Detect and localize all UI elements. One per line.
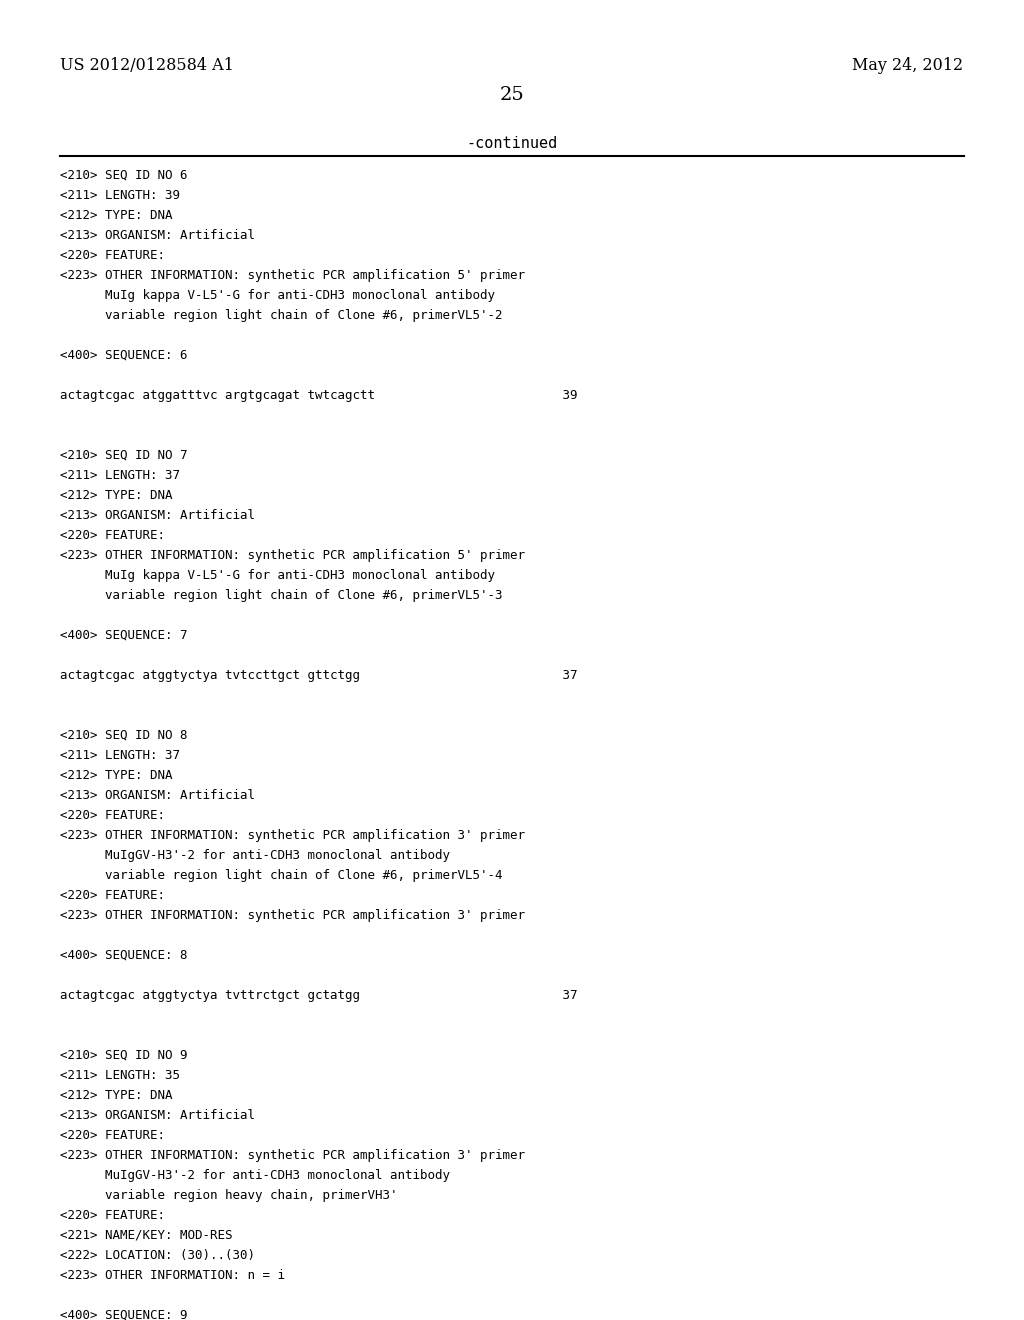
- Text: <213> ORGANISM: Artificial: <213> ORGANISM: Artificial: [60, 228, 255, 242]
- Text: <210> SEQ ID NO 6: <210> SEQ ID NO 6: [60, 169, 188, 182]
- Text: <222> LOCATION: (30)..(30): <222> LOCATION: (30)..(30): [60, 1249, 255, 1262]
- Text: <223> OTHER INFORMATION: n = i: <223> OTHER INFORMATION: n = i: [60, 1269, 286, 1282]
- Text: <211> LENGTH: 39: <211> LENGTH: 39: [60, 189, 180, 202]
- Text: <220> FEATURE:: <220> FEATURE:: [60, 529, 166, 543]
- Text: <223> OTHER INFORMATION: synthetic PCR amplification 3' primer: <223> OTHER INFORMATION: synthetic PCR a…: [60, 909, 525, 921]
- Text: <213> ORGANISM: Artificial: <213> ORGANISM: Artificial: [60, 789, 255, 801]
- Text: MuIg kappa V-L5'-G for anti-CDH3 monoclonal antibody: MuIg kappa V-L5'-G for anti-CDH3 monoclo…: [60, 289, 496, 302]
- Text: <220> FEATURE:: <220> FEATURE:: [60, 888, 166, 902]
- Text: variable region light chain of Clone #6, primerVL5'-2: variable region light chain of Clone #6,…: [60, 309, 503, 322]
- Text: <210> SEQ ID NO 9: <210> SEQ ID NO 9: [60, 1049, 188, 1061]
- Text: <223> OTHER INFORMATION: synthetic PCR amplification 3' primer: <223> OTHER INFORMATION: synthetic PCR a…: [60, 829, 525, 842]
- Text: <400> SEQUENCE: 9: <400> SEQUENCE: 9: [60, 1309, 188, 1320]
- Text: <223> OTHER INFORMATION: synthetic PCR amplification 3' primer: <223> OTHER INFORMATION: synthetic PCR a…: [60, 1148, 525, 1162]
- Text: <220> FEATURE:: <220> FEATURE:: [60, 1129, 166, 1142]
- Text: MuIg kappa V-L5'-G for anti-CDH3 monoclonal antibody: MuIg kappa V-L5'-G for anti-CDH3 monoclo…: [60, 569, 496, 582]
- Text: May 24, 2012: May 24, 2012: [852, 57, 964, 74]
- Text: <400> SEQUENCE: 6: <400> SEQUENCE: 6: [60, 348, 188, 362]
- Text: <213> ORGANISM: Artificial: <213> ORGANISM: Artificial: [60, 1109, 255, 1122]
- Text: <212> TYPE: DNA: <212> TYPE: DNA: [60, 1089, 173, 1102]
- Text: 25: 25: [500, 86, 524, 104]
- Text: <400> SEQUENCE: 8: <400> SEQUENCE: 8: [60, 949, 188, 962]
- Text: <212> TYPE: DNA: <212> TYPE: DNA: [60, 209, 173, 222]
- Text: variable region heavy chain, primerVH3': variable region heavy chain, primerVH3': [60, 1189, 398, 1201]
- Text: <212> TYPE: DNA: <212> TYPE: DNA: [60, 488, 173, 502]
- Text: <223> OTHER INFORMATION: synthetic PCR amplification 5' primer: <223> OTHER INFORMATION: synthetic PCR a…: [60, 269, 525, 282]
- Text: MuIgGV-H3'-2 for anti-CDH3 monoclonal antibody: MuIgGV-H3'-2 for anti-CDH3 monoclonal an…: [60, 1170, 451, 1181]
- Text: <211> LENGTH: 37: <211> LENGTH: 37: [60, 469, 180, 482]
- Text: variable region light chain of Clone #6, primerVL5'-3: variable region light chain of Clone #6,…: [60, 589, 503, 602]
- Text: MuIgGV-H3'-2 for anti-CDH3 monoclonal antibody: MuIgGV-H3'-2 for anti-CDH3 monoclonal an…: [60, 849, 451, 862]
- Text: <221> NAME/KEY: MOD-RES: <221> NAME/KEY: MOD-RES: [60, 1229, 232, 1242]
- Text: <220> FEATURE:: <220> FEATURE:: [60, 249, 166, 261]
- Text: <211> LENGTH: 35: <211> LENGTH: 35: [60, 1069, 180, 1082]
- Text: -continued: -continued: [466, 136, 558, 150]
- Text: <220> FEATURE:: <220> FEATURE:: [60, 809, 166, 822]
- Text: <223> OTHER INFORMATION: synthetic PCR amplification 5' primer: <223> OTHER INFORMATION: synthetic PCR a…: [60, 549, 525, 562]
- Text: <210> SEQ ID NO 7: <210> SEQ ID NO 7: [60, 449, 188, 462]
- Text: <212> TYPE: DNA: <212> TYPE: DNA: [60, 768, 173, 781]
- Text: <211> LENGTH: 37: <211> LENGTH: 37: [60, 748, 180, 762]
- Text: actagtcgac atggtyctya tvtccttgct gttctgg                           37: actagtcgac atggtyctya tvtccttgct gttctgg…: [60, 669, 578, 682]
- Text: <210> SEQ ID NO 8: <210> SEQ ID NO 8: [60, 729, 188, 742]
- Text: US 2012/0128584 A1: US 2012/0128584 A1: [60, 57, 234, 74]
- Text: variable region light chain of Clone #6, primerVL5'-4: variable region light chain of Clone #6,…: [60, 869, 503, 882]
- Text: <220> FEATURE:: <220> FEATURE:: [60, 1209, 166, 1222]
- Text: actagtcgac atggtyctya tvttrctgct gctatgg                           37: actagtcgac atggtyctya tvttrctgct gctatgg…: [60, 989, 578, 1002]
- Text: <400> SEQUENCE: 7: <400> SEQUENCE: 7: [60, 628, 188, 642]
- Text: actagtcgac atggatttvc argtgcagat twtcagctt                         39: actagtcgac atggatttvc argtgcagat twtcagc…: [60, 389, 578, 401]
- Text: <213> ORGANISM: Artificial: <213> ORGANISM: Artificial: [60, 510, 255, 521]
